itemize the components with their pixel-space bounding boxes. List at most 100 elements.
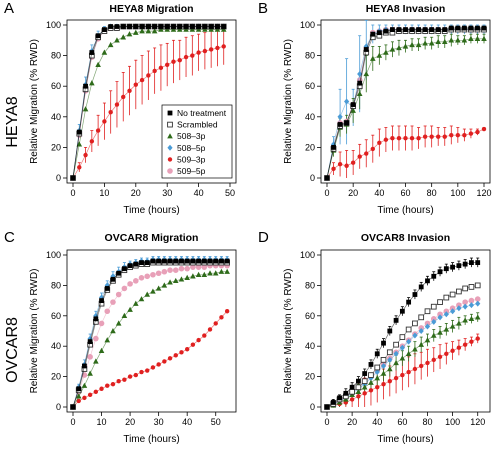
data-point-508-5p (437, 314, 443, 321)
data-point-no-treatment (383, 28, 389, 34)
data-point-509-3p (481, 126, 487, 132)
x-tick-label: 80 (427, 188, 437, 198)
data-point-508-3p (133, 29, 139, 35)
data-point-509-3p (183, 54, 189, 60)
data-point-509-3p (83, 152, 88, 158)
data-point-scrambled (368, 372, 374, 378)
data-point-509-5p (127, 281, 133, 287)
data-point-no-treatment (475, 260, 481, 265)
y-tick-label: 60 (305, 81, 315, 91)
data-point-508-5p (412, 332, 418, 339)
data-point-508-3p (449, 323, 456, 329)
data-point-508-5p (424, 323, 431, 330)
data-point-no-treatment (179, 258, 184, 264)
data-point-509-3p (114, 102, 120, 107)
data-point-508-5p (450, 308, 456, 315)
data-point-508-3p (115, 320, 122, 326)
data-point-508-3p (195, 271, 202, 277)
data-point-508-5p (110, 273, 116, 280)
data-point-508-3p (368, 379, 374, 385)
data-point-509-3p (429, 134, 434, 139)
chart-title: HEYA8 Migration (109, 3, 193, 15)
data-point-509-3p (150, 365, 156, 370)
data-point-508-3p (151, 28, 158, 34)
y-tick-label: 100 (46, 250, 61, 260)
data-point-scrambled (405, 326, 412, 333)
data-point-508-3p (443, 326, 450, 332)
chart-title: HEYA8 Invasion (366, 3, 446, 15)
data-point-509-3p (87, 392, 93, 398)
data-point-no-treatment (121, 266, 127, 272)
data-point-509-5p (121, 285, 128, 292)
data-point-scrambled (468, 284, 475, 290)
data-point-no-treatment (221, 24, 227, 29)
data-point-509-3p (383, 137, 389, 142)
data-point-508-3p (474, 35, 481, 41)
data-point-no-treatment (443, 266, 449, 272)
data-point-508-3p (82, 106, 89, 112)
data-point-509-5p (418, 325, 425, 331)
data-point-509-3p (76, 398, 81, 404)
data-point-509-3p (215, 45, 220, 51)
data-point-scrambled (412, 320, 418, 327)
x-axis-label: Time (hours) (377, 434, 433, 445)
data-point-509-3p (331, 166, 336, 172)
data-point-no-treatment (89, 50, 95, 55)
data-point-509-3p (337, 162, 343, 167)
data-point-509-3p (158, 65, 164, 71)
data-point-509-5p (87, 354, 93, 360)
data-point-no-treatment (337, 395, 342, 401)
data-point-509-3p (108, 110, 113, 115)
data-point-509-3p (357, 154, 362, 159)
data-point-509-5p (178, 265, 185, 272)
data-point-no-treatment (390, 27, 395, 32)
series-line-508-5p (72, 259, 228, 408)
data-point-no-treatment (448, 25, 454, 31)
data-point-508-3p (350, 107, 356, 113)
data-point-508-3p (93, 358, 99, 364)
data-point-no-treatment (152, 24, 158, 29)
data-point-508-3p (145, 28, 152, 34)
x-tick-label: 0 (70, 417, 75, 427)
data-point-509-3p (409, 136, 415, 141)
data-point-no-treatment (183, 24, 189, 29)
data-point-508-3p (455, 37, 461, 43)
data-point-508-3p (87, 370, 93, 376)
data-point-no-treatment (429, 27, 435, 32)
legend-label-509-3p: 509–3p (177, 154, 206, 164)
data-point-no-treatment (219, 258, 224, 264)
plot-frame (66, 249, 237, 413)
data-point-509-3p (344, 163, 349, 168)
data-point-509-3p (171, 59, 176, 64)
x-tick-label: 100 (445, 417, 460, 427)
data-point-508-3p (428, 40, 435, 46)
data-point-509-3p (190, 53, 195, 58)
data-point-no-treatment (469, 260, 474, 265)
chart-title: OVCAR8 Invasion (361, 232, 450, 244)
data-point-509-3p (400, 372, 405, 378)
data-point-no-treatment (475, 25, 480, 31)
x-tick-label: 30 (162, 188, 172, 198)
series-line-508-3p (72, 271, 228, 408)
panel-letter: A (4, 0, 14, 17)
data-point-509-5p (133, 278, 139, 284)
data-point-no-treatment (161, 258, 167, 264)
data-point-509-3p (122, 377, 127, 382)
plot-frame (320, 249, 491, 413)
data-point-no-treatment (396, 27, 402, 32)
row-label-ovcar8: OVCAR8 (4, 317, 21, 383)
data-point-509-3p (139, 369, 144, 375)
data-point-508-3p (356, 90, 363, 97)
data-point-509-3p (152, 68, 157, 74)
data-point-no-treatment (158, 24, 164, 29)
data-point-508-3p (396, 44, 402, 51)
data-point-508-5p (443, 311, 449, 318)
data-point-no-treatment (422, 27, 428, 32)
data-point-509-3p (456, 345, 462, 350)
y-tick-label: 60 (51, 81, 61, 91)
panel-letter: C (4, 229, 15, 246)
data-point-no-treatment (82, 363, 87, 369)
data-point-509-3p (219, 315, 224, 320)
data-point-scrambled (355, 384, 362, 391)
data-point-508-5p (475, 300, 481, 307)
